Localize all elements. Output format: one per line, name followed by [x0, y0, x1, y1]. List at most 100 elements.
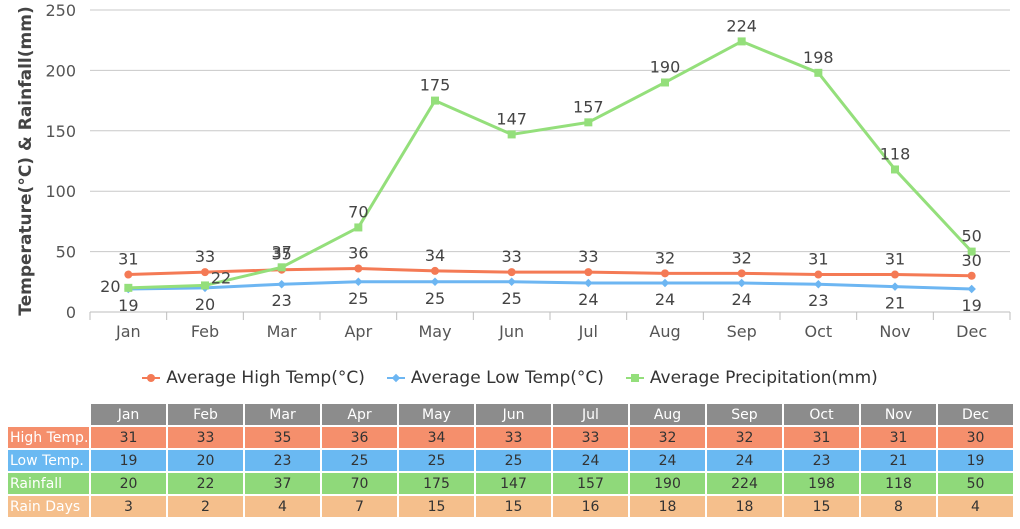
climate-data-table: Jan Feb Mar Apr May Jun Jul Aug Sep Oct … [6, 402, 1015, 519]
data-point [124, 270, 133, 279]
legend-item-low-temp[interactable]: Average Low Temp(°C) [386, 368, 604, 388]
y-tick-label: 200 [45, 61, 76, 80]
table-cell: 19 [91, 450, 166, 471]
data-point [430, 277, 440, 287]
data-label: 32 [731, 248, 751, 267]
data-label: 23 [808, 291, 828, 310]
table-cell: 118 [861, 473, 936, 494]
data-point [584, 268, 593, 277]
data-label: 25 [425, 289, 445, 308]
data-point [201, 268, 209, 277]
x-tick-label: Jul [578, 322, 598, 341]
table-row-label: Rainfall [8, 473, 89, 494]
data-point [507, 268, 516, 277]
data-point [431, 96, 439, 105]
y-tick-label: 50 [56, 243, 76, 262]
data-label: 25 [348, 289, 368, 308]
data-label: 34 [425, 246, 445, 265]
table-cell: 22 [168, 473, 243, 494]
data-point [661, 269, 669, 278]
table-cell: 4 [245, 496, 320, 517]
table-row: High Temp. 31 33 35 36 34 33 33 32 32 31 31 30 [8, 427, 1013, 448]
data-label: 36 [348, 244, 368, 263]
data-label: 35 [271, 245, 291, 264]
table-cell: 21 [861, 450, 936, 471]
data-label: 31 [808, 250, 828, 269]
table-cell: 198 [784, 473, 859, 494]
data-label: 20 [100, 277, 120, 296]
data-point [354, 264, 363, 273]
table-cell: 33 [168, 427, 243, 448]
table-cell: 36 [322, 427, 397, 448]
table-cell: 24 [707, 450, 782, 471]
data-point [967, 247, 976, 256]
table-row-label: High Temp. [8, 427, 89, 448]
table-cell: 50 [938, 473, 1013, 494]
table-cell: 35 [245, 427, 320, 448]
table-cell: 25 [476, 450, 551, 471]
table-header-cell: Jul [553, 404, 628, 425]
table-header-cell: Mar [245, 404, 320, 425]
legend-item-high-temp[interactable]: Average High Temp(°C) [142, 368, 365, 388]
table-cell: 18 [707, 496, 782, 517]
x-tick-label: Jun [498, 322, 524, 341]
data-point [737, 278, 746, 288]
square-marker-icon [625, 372, 644, 384]
table-row-label: Low Temp. [8, 450, 89, 471]
table-cell: 31 [861, 427, 936, 448]
x-tick-label: Apr [344, 322, 372, 341]
data-point [891, 165, 899, 174]
table-cell: 157 [553, 473, 628, 494]
y-tick-label: 100 [45, 182, 76, 201]
data-label: 224 [726, 16, 757, 35]
table-row: Rainfall 20 22 37 70 175 147 157 190 224 198 118 50 [8, 473, 1013, 494]
table-cell: 25 [322, 450, 397, 471]
data-point [507, 277, 516, 287]
table-cell: 7 [322, 496, 397, 517]
table-header-cell: Jun [476, 404, 551, 425]
table-header-cell: Oct [784, 404, 859, 425]
data-point [661, 78, 669, 87]
y-tick-label: 250 [45, 1, 76, 20]
data-point [431, 266, 439, 275]
table-cell: 175 [399, 473, 474, 494]
data-label: 19 [118, 296, 138, 315]
data-label: 37 [271, 242, 291, 261]
table-header-cell: May [399, 404, 474, 425]
series-line-2 [128, 39, 973, 290]
table-cell: 24 [553, 450, 628, 471]
x-tick-label: Mar [267, 322, 298, 341]
data-label: 33 [195, 247, 215, 266]
data-label: 25 [501, 289, 521, 308]
table-cell: 3 [91, 496, 166, 517]
table-cell: 37 [245, 473, 320, 494]
data-point [814, 270, 823, 279]
table-header-cell: Feb [168, 404, 243, 425]
table-header-row: Jan Feb Mar Apr May Jun Jul Aug Sep Oct … [8, 404, 1013, 425]
table-corner-cell [8, 404, 89, 425]
chart-legend: Average High Temp(°C) Average Low Temp(°… [0, 366, 1020, 390]
data-label: 24 [578, 290, 598, 309]
x-tick-label: Dec [956, 322, 987, 341]
data-label: 157 [573, 97, 604, 116]
data-point [967, 284, 976, 294]
data-label: 30 [961, 251, 981, 270]
data-label: 50 [961, 227, 981, 246]
data-point [967, 271, 976, 280]
table-row: Rain Days 3 2 4 7 15 15 16 18 18 15 8 4 [8, 496, 1013, 517]
data-point [354, 223, 363, 232]
table-header-cell: Sep [707, 404, 782, 425]
legend-item-precipitation[interactable]: Average Precipitation(mm) [625, 368, 878, 388]
table-cell: 30 [938, 427, 1013, 448]
data-point [201, 281, 209, 290]
data-label: 20 [195, 295, 215, 314]
table-cell: 4 [938, 496, 1013, 517]
table-header-cell: Jan [91, 404, 166, 425]
data-point [277, 263, 286, 272]
data-label: 198 [803, 48, 834, 67]
table-cell: 24 [630, 450, 705, 471]
data-label: 33 [501, 247, 521, 266]
series-line-1 [128, 280, 972, 291]
table-cell: 18 [630, 496, 705, 517]
table-cell: 70 [322, 473, 397, 494]
